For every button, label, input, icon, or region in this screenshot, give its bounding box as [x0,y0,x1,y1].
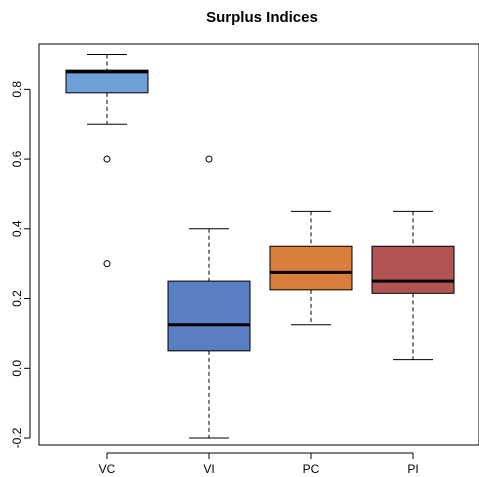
y-tick-label: 0.8 [10,81,24,98]
x-tick-label: PI [407,462,418,476]
outlier-point [103,155,111,163]
box-body [371,245,455,294]
box-body [269,245,353,291]
chart-title: Surplus Indices [206,9,318,26]
box-body [167,280,251,352]
outlier-point [205,155,213,163]
outlier-point [103,260,111,268]
y-tick-label: -0.2 [10,427,24,448]
box-body [65,69,149,94]
y-tick-label: 0.2 [10,290,24,307]
y-axis: -0.2 0.0 0.2 0.4 0.6 0.8 [10,81,31,448]
y-tick-label: 0.4 [10,220,24,237]
x-tick-label: PC [303,462,320,476]
x-axis: VC VI PC PI [99,452,419,476]
y-tick-label: 0.0 [10,360,24,377]
box-pi [371,210,455,361]
box-vi [167,155,251,439]
box-pc [269,210,353,326]
y-tick-label: 0.6 [10,150,24,167]
box-series [65,53,455,439]
x-tick-label: VC [99,462,116,476]
x-tick-label: VI [203,462,214,476]
plot-frame [38,43,479,446]
box-vc [65,53,149,268]
